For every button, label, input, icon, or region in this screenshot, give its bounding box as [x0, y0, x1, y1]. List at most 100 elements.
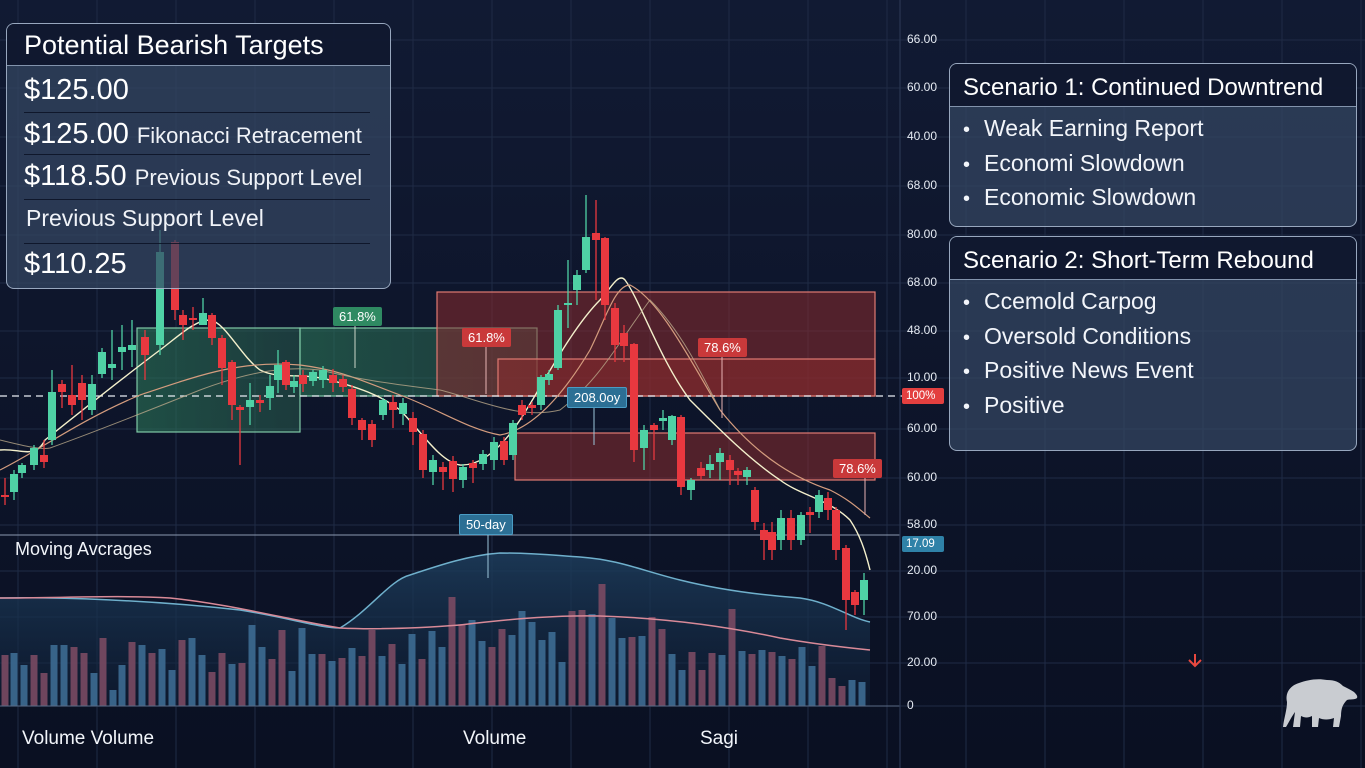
candle: [299, 370, 307, 392]
candle: [706, 455, 714, 478]
volume-bar: [798, 647, 806, 706]
candle: [58, 380, 66, 408]
volume-bar: [288, 671, 296, 706]
volume-bar: [638, 636, 646, 706]
candle: [518, 400, 526, 420]
volume-bar: [10, 653, 18, 706]
fibonacci-label-leaders: [354, 318, 866, 578]
scenario-2-title: Scenario 2: Short-Term Rebound: [950, 237, 1356, 280]
volume-bar: [738, 651, 746, 706]
y-axis-tick-label: 68.00: [907, 275, 938, 289]
candle: [218, 335, 226, 385]
volume-bar: [748, 654, 756, 706]
sagi-label: Sagi: [700, 728, 739, 749]
fib-level-label: 61.8%: [333, 307, 382, 326]
candle: [851, 590, 859, 615]
volume-label-mid: Volume: [463, 728, 527, 749]
volume-bar: [318, 654, 326, 706]
volume-bar: [768, 652, 776, 706]
candle: [189, 307, 197, 330]
volume-bar: [778, 656, 786, 706]
candle: [18, 463, 26, 478]
volume-bar: [60, 645, 68, 706]
ma-mid-line: [0, 299, 721, 449]
volume-bar: [398, 664, 406, 706]
candle: [246, 383, 254, 425]
candle: [348, 385, 356, 425]
candle: [368, 420, 376, 447]
volume-bar: [458, 624, 466, 706]
candle: [832, 507, 840, 560]
volume-bar: [518, 611, 526, 706]
y-axis-tick-label: 80.00: [907, 227, 938, 241]
candle: [339, 375, 347, 392]
price-tag: 100%: [902, 388, 944, 404]
volume-bar: [478, 641, 486, 706]
list-item: • Oversold Conditions: [963, 322, 1192, 349]
candle: [329, 369, 337, 392]
candle: [611, 303, 619, 362]
candle: [806, 507, 814, 533]
down-arrow-icon: [1188, 654, 1202, 668]
candle: [743, 467, 751, 485]
volume-bar: [668, 654, 676, 706]
candle: [592, 200, 600, 300]
volume-bar: [358, 656, 366, 706]
candle: [668, 415, 676, 445]
list-item: • Economic Slowdown: [963, 184, 1197, 210]
volume-bar: [698, 670, 706, 706]
candle: [824, 492, 832, 520]
volume-bar: [508, 635, 516, 706]
candle: [537, 375, 545, 410]
fib-level-label: 78.6%: [833, 459, 882, 478]
candle: [282, 360, 290, 390]
y-axis-tick-label: 58.00: [907, 517, 938, 531]
candle: [88, 375, 96, 415]
candle: [554, 305, 562, 370]
target-description: Previous Support Level: [26, 205, 264, 231]
candle: [601, 237, 609, 320]
volume-label-left: Volume Volume: [22, 728, 155, 749]
target-description: Fikonacci Retracement: [136, 123, 362, 148]
candle: [528, 402, 536, 415]
candle: [716, 448, 724, 480]
volume-bar: [30, 655, 38, 706]
fib-level-label: 208.0oy: [567, 387, 628, 408]
volume-bar: [708, 653, 716, 706]
y-axis-tick-label: 20.00: [907, 563, 938, 577]
candle: [208, 313, 216, 345]
candle: [78, 375, 86, 420]
volume-bar: [568, 611, 576, 706]
volume-bar: [858, 682, 866, 706]
target-price: $110.25: [24, 248, 127, 280]
candle: [797, 512, 805, 545]
scenario-1-list: • Weak Earning Report • Economi Slowdown •…: [950, 107, 1356, 215]
candle: [449, 456, 457, 492]
fib-level-label: 61.8%: [462, 328, 511, 347]
y-axis-tick-label: 48.00: [907, 323, 938, 337]
scenario-2-panel: Scenario 2: Short-Term Rebound • Ccemold …: [949, 236, 1357, 451]
volume-bar: [758, 650, 766, 706]
target-row: $110.25: [24, 244, 370, 288]
volume-bar: [678, 670, 686, 706]
volume-bar: [498, 629, 506, 706]
volume-bar: [258, 647, 266, 706]
candle: [389, 395, 397, 428]
volume-bar: [528, 622, 536, 706]
volume-bar: [608, 618, 616, 706]
candle: [640, 425, 648, 470]
candle: [236, 405, 244, 465]
candle: [128, 320, 136, 367]
candle: [439, 462, 447, 490]
candle: [98, 348, 106, 378]
volume-bar: [238, 663, 246, 706]
candle: [399, 398, 407, 425]
volume-bar: [70, 647, 78, 706]
volume-bar: [628, 637, 636, 706]
list-item: • Positive News Event: [963, 357, 1194, 383]
volume-bar: [99, 638, 107, 706]
y-axis-tick-label: 0: [907, 698, 914, 712]
y-axis-tick-label: 60.00: [907, 421, 938, 435]
volume-bar: [138, 645, 146, 706]
candle: [734, 468, 742, 485]
